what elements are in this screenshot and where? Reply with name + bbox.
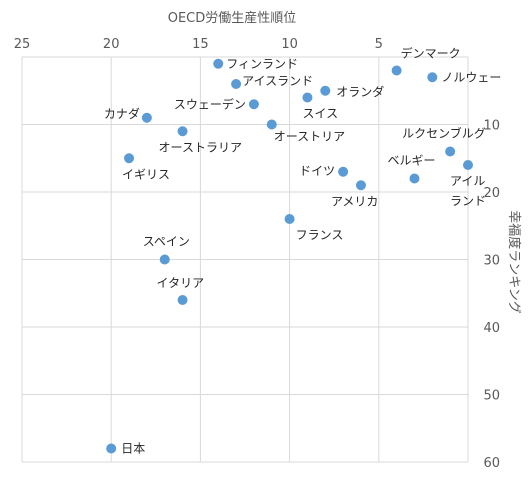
data-label: ドイツ bbox=[299, 164, 335, 178]
data-label: カナダ bbox=[104, 106, 140, 121]
data-label: イタリア bbox=[157, 276, 205, 290]
y-tick-label: 60 bbox=[483, 456, 500, 471]
y-tick-label: 10 bbox=[483, 119, 500, 134]
y-axis-title: 幸福度ランキング bbox=[506, 210, 522, 314]
x-tick-label: 10 bbox=[281, 37, 298, 52]
data-label: ルクセンブルグ bbox=[402, 126, 486, 141]
data-label: フランス bbox=[296, 228, 344, 242]
data-label: フィンランド bbox=[226, 57, 298, 71]
data-point bbox=[445, 146, 456, 157]
data-label: ノルウェー bbox=[441, 70, 501, 84]
y-tick-label: 30 bbox=[483, 254, 500, 269]
y-tick-label: 50 bbox=[483, 389, 500, 404]
data-label: デンマーク bbox=[401, 46, 461, 61]
grid-lines bbox=[21, 56, 469, 463]
x-tick-label: 15 bbox=[192, 37, 209, 52]
data-point bbox=[141, 112, 152, 123]
x-tick-label: 25 bbox=[14, 37, 31, 52]
y-tick-labels: 10 20 30 40 50 60 bbox=[483, 119, 500, 472]
data-point bbox=[248, 99, 259, 110]
data-point bbox=[177, 126, 188, 137]
data-point bbox=[266, 119, 277, 130]
data-point bbox=[302, 92, 313, 103]
data-point bbox=[106, 443, 117, 454]
data-label: ベルギー bbox=[387, 154, 435, 168]
x-axis-title: OECD労働生産性順位 bbox=[168, 10, 297, 26]
data-point bbox=[320, 85, 331, 96]
data-label: オランダ bbox=[336, 84, 384, 99]
data-point bbox=[463, 160, 473, 170]
data-point bbox=[284, 214, 295, 224]
data-point bbox=[124, 153, 135, 164]
data-label: アイスランド bbox=[242, 74, 313, 88]
data-point bbox=[231, 79, 242, 89]
data-point bbox=[355, 180, 366, 191]
data-point bbox=[177, 295, 188, 305]
data-label: イギリス bbox=[122, 167, 170, 181]
y-tick-label: 20 bbox=[483, 186, 500, 201]
data-label: オーストラリア bbox=[159, 140, 242, 154]
data-label: アメリカ bbox=[331, 194, 378, 208]
data-label: 日本 bbox=[121, 442, 145, 456]
data-label: アイルランド bbox=[450, 174, 486, 208]
data-point bbox=[391, 65, 402, 76]
x-tick-labels: 25 20 15 10 5 bbox=[14, 37, 383, 52]
data-point bbox=[338, 166, 349, 177]
x-tick-label: 5 bbox=[375, 37, 383, 52]
data-points bbox=[106, 58, 473, 454]
data-point bbox=[409, 173, 420, 184]
data-point bbox=[213, 58, 224, 69]
data-label: オーストリア bbox=[274, 130, 345, 144]
data-point bbox=[427, 72, 438, 83]
x-tick-label: 20 bbox=[103, 37, 120, 52]
y-tick-label: 40 bbox=[483, 321, 500, 336]
data-point bbox=[159, 254, 170, 265]
data-label: スウェーデン bbox=[174, 96, 246, 111]
data-label: スイス bbox=[302, 107, 338, 121]
data-label: スペイン bbox=[143, 235, 190, 249]
